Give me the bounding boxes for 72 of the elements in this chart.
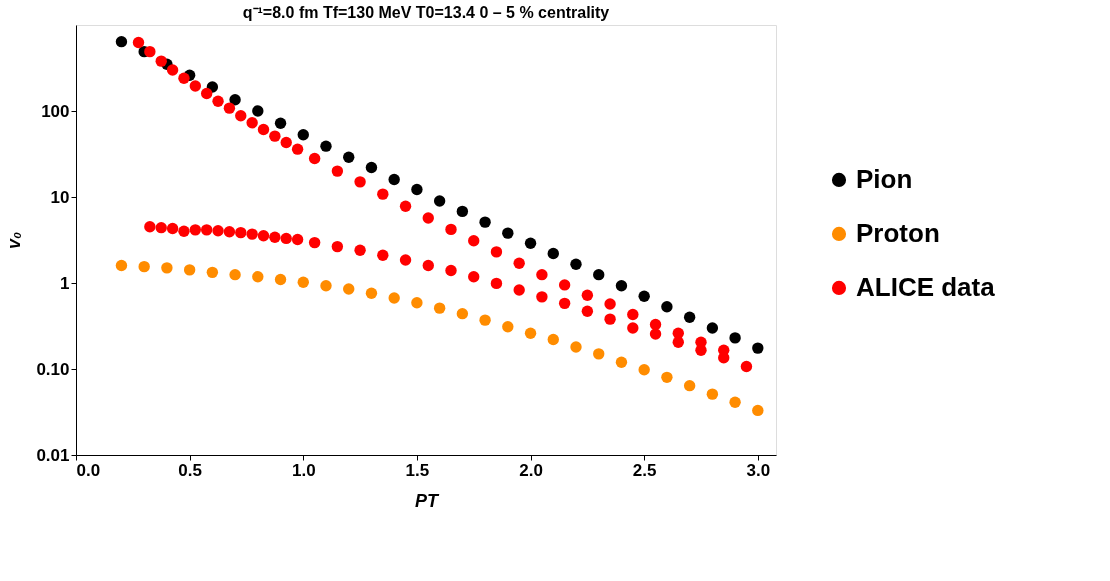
chart-title: q⁻¹=8.0 fm Tf=130 MeV T0=13.4 0 – 5 % centrality	[242, 4, 610, 21]
point	[297, 129, 309, 141]
point	[456, 205, 469, 218]
point	[615, 356, 628, 368]
legend-label: Pion	[856, 163, 913, 194]
point	[661, 301, 673, 313]
point	[683, 379, 696, 392]
point	[638, 364, 650, 376]
point	[593, 268, 605, 281]
point	[729, 396, 741, 408]
point	[115, 35, 128, 48]
point	[411, 297, 423, 309]
point	[524, 327, 537, 339]
point	[615, 280, 628, 292]
point	[479, 314, 491, 326]
point	[229, 94, 241, 106]
point	[365, 287, 378, 299]
point	[433, 195, 446, 207]
y-tick-label: 0.01	[36, 445, 70, 465]
point	[433, 302, 446, 314]
point	[706, 388, 719, 400]
point	[343, 283, 355, 295]
point	[661, 371, 673, 384]
x-axis-title: PT	[414, 490, 440, 511]
point	[547, 247, 559, 260]
point	[547, 333, 559, 346]
point	[343, 151, 355, 163]
point	[570, 258, 582, 270]
point	[388, 292, 400, 304]
point	[388, 173, 400, 186]
point	[115, 259, 128, 272]
point	[297, 276, 309, 288]
x-tick-label: 1.5	[405, 460, 430, 480]
point	[479, 216, 491, 228]
legend-label: Proton	[856, 217, 940, 248]
point	[365, 161, 378, 174]
point	[138, 260, 150, 273]
y-tick-label: 1	[60, 273, 70, 293]
point	[274, 273, 287, 286]
point	[206, 266, 219, 279]
point	[570, 341, 582, 353]
y-tick-label: 10	[50, 187, 70, 207]
point	[752, 404, 764, 417]
y-axis-title: v₀	[4, 231, 25, 250]
point	[638, 290, 650, 303]
x-tick-label: 1.0	[291, 460, 316, 480]
y-tick-label: 0.10	[36, 359, 70, 379]
point	[456, 307, 469, 320]
point	[752, 342, 764, 354]
legend-label: ALICE data	[856, 271, 996, 302]
point	[706, 322, 719, 334]
x-tick-label: 0.0	[76, 460, 101, 480]
point	[502, 227, 514, 239]
x-tick-label: 0.5	[178, 460, 202, 480]
point	[524, 237, 537, 249]
point	[252, 271, 264, 283]
point	[683, 311, 696, 323]
point	[161, 262, 173, 274]
point	[502, 321, 514, 333]
point	[252, 105, 264, 117]
x-tick-label: 2.5	[632, 460, 657, 480]
point	[320, 140, 332, 152]
point	[411, 183, 423, 196]
x-tick-label: 3.0	[746, 460, 771, 480]
point	[729, 332, 741, 344]
point	[320, 280, 332, 292]
point	[229, 268, 241, 281]
x-tick-label: 2.0	[519, 460, 543, 480]
point	[274, 117, 287, 129]
point	[593, 348, 605, 360]
point	[183, 264, 196, 276]
y-tick-label: 100	[41, 101, 70, 121]
